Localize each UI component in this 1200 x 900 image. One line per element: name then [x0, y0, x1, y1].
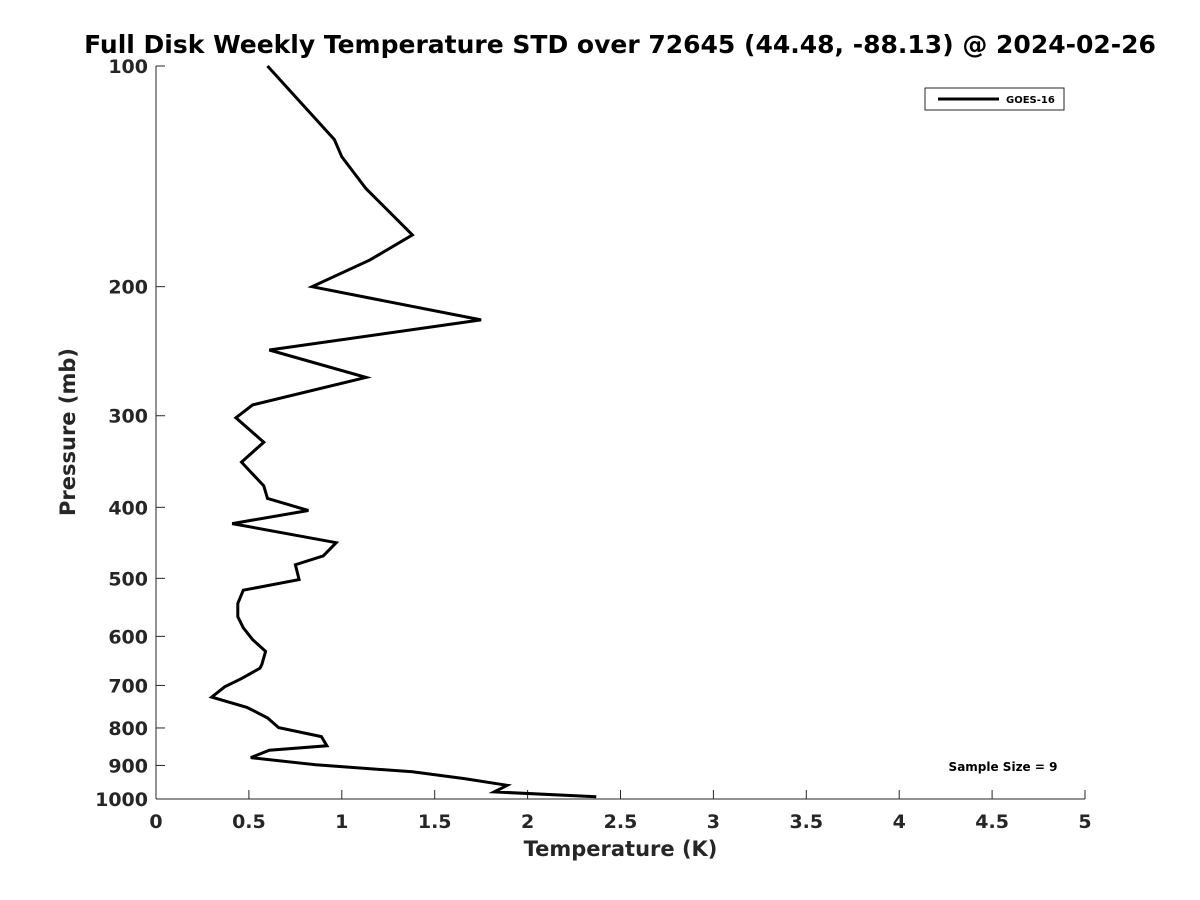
ticks: 0 0.5 1 1.5 2 2.5 3 3.5 4 4.5 5 100 200 300 400 500 600 7…: [95, 56, 1092, 833]
axes: [155, 66, 1085, 800]
y-tick-label: 500: [108, 568, 148, 590]
chart-title: Full Disk Weekly Temperature STD over 72…: [84, 30, 1156, 59]
x-tick-label: 0.5: [232, 811, 266, 833]
y-tick-label: 700: [108, 675, 148, 697]
series-line-goes-16: [208, 64, 597, 799]
x-tick-label: 2: [521, 811, 534, 833]
sample-size-annotation: Sample Size = 9: [949, 760, 1058, 774]
x-tick-label: 4.5: [975, 811, 1009, 833]
x-tick-label: 3.5: [789, 811, 823, 833]
x-tick-label: 2.5: [604, 811, 638, 833]
y-tick-label: 900: [108, 755, 148, 777]
x-tick-label: 0: [149, 811, 162, 833]
y-tick-label: 400: [108, 497, 148, 519]
y-tick-label: 600: [108, 626, 148, 648]
y-tick-label: 1000: [95, 789, 148, 811]
y-tick-label: 300: [108, 406, 148, 428]
x-axis-label: Temperature (K): [523, 837, 718, 861]
x-tick-label: 3: [707, 811, 720, 833]
legend: GOES-16: [924, 87, 1065, 111]
y-tick-label: 100: [108, 56, 148, 78]
x-tick-label: 4: [893, 811, 906, 833]
x-tick-label: 5: [1078, 811, 1091, 833]
y-axis-label: Pressure (mb): [56, 348, 80, 516]
x-tick-label: 1: [335, 811, 348, 833]
series-layer: [208, 64, 597, 799]
y-tick-label: 800: [108, 718, 148, 740]
legend-label: GOES-16: [1006, 95, 1055, 106]
y-tick-label: 200: [108, 277, 148, 299]
x-tick-label: 1.5: [418, 811, 452, 833]
